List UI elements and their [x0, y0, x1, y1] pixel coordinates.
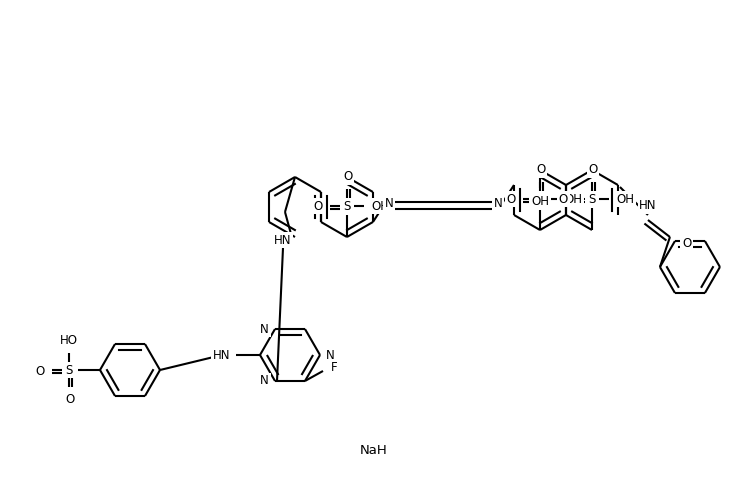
Text: S: S	[588, 193, 595, 205]
Text: OH: OH	[531, 195, 549, 208]
Text: F: F	[331, 361, 338, 374]
Text: HN: HN	[639, 199, 657, 212]
Text: HN: HN	[213, 349, 230, 361]
Text: O: O	[36, 365, 45, 378]
Text: S: S	[65, 364, 73, 377]
Text: S: S	[343, 199, 351, 213]
Text: OH: OH	[564, 193, 582, 205]
Text: N: N	[260, 323, 269, 336]
Text: O: O	[65, 393, 75, 406]
Text: HO: HO	[60, 334, 78, 347]
Text: S: S	[536, 193, 544, 205]
Text: N: N	[326, 349, 335, 361]
Text: HN: HN	[274, 233, 292, 246]
Text: O: O	[559, 193, 568, 205]
Text: N: N	[384, 197, 393, 210]
Text: O: O	[343, 170, 353, 183]
Text: NaH: NaH	[360, 443, 388, 456]
Text: N: N	[494, 197, 503, 210]
Text: OH: OH	[616, 193, 634, 205]
Text: O: O	[588, 163, 598, 176]
Text: O: O	[536, 163, 545, 176]
Text: O: O	[507, 193, 516, 205]
Text: O: O	[682, 237, 691, 250]
Text: O: O	[314, 199, 323, 213]
Text: OH: OH	[371, 199, 389, 213]
Text: N: N	[260, 374, 269, 387]
